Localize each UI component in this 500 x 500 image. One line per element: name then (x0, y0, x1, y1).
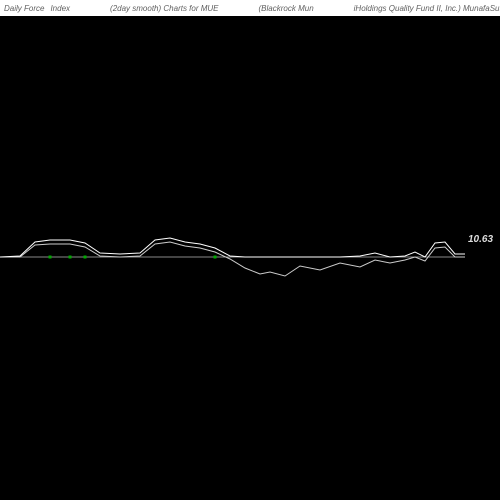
chart-container: Daily Force Index (2day smooth) Charts f… (0, 0, 500, 500)
marker-point (69, 256, 72, 259)
header-text-1: Daily Force (4, 4, 44, 13)
marker-point (49, 256, 52, 259)
chart-header: Daily Force Index (2day smooth) Charts f… (0, 0, 500, 16)
header-text-3: (2day smooth) Charts for MUE (110, 4, 218, 13)
chart-background (0, 16, 500, 500)
chart-svg (0, 16, 500, 500)
chart-area: 10.63 (0, 16, 500, 500)
marker-point (214, 256, 217, 259)
current-value-label: 10.63 (468, 234, 493, 245)
marker-point (84, 256, 87, 259)
header-text-5: iHoldings Quality Fund II, Inc.) MunafaS… (354, 4, 500, 13)
header-text-4: (Blackrock Mun (259, 4, 314, 13)
header-text-2: Index (50, 4, 70, 13)
